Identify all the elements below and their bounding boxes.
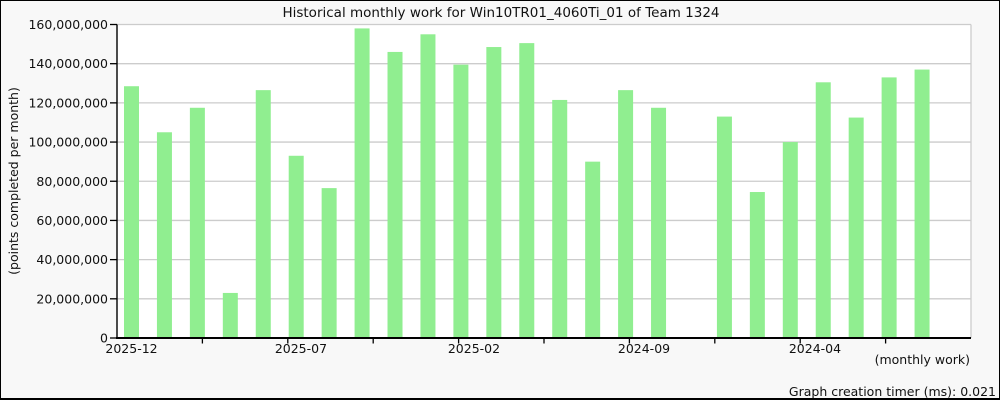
- bar: [749, 192, 765, 338]
- y-tick-label: 80,000,000: [36, 174, 108, 189]
- x-axis-title: (monthly work): [875, 352, 970, 367]
- y-tick-label: 100,000,000: [28, 135, 108, 150]
- y-tick-label: 140,000,000: [28, 56, 108, 71]
- bar: [815, 82, 831, 338]
- bar: [453, 64, 469, 339]
- bar: [420, 34, 436, 338]
- bar: [552, 99, 568, 338]
- plot-generated-content: 0 20,000,000 40,000,000 60,000,000 80,000,00…: [28, 17, 972, 356]
- bar: [156, 132, 172, 338]
- bar: [222, 292, 238, 338]
- bar: [914, 69, 930, 339]
- bar: [387, 51, 403, 339]
- bar: [618, 90, 634, 338]
- bar: [651, 107, 667, 338]
- bar: [782, 142, 798, 338]
- x-tick-label: 2024-04: [789, 341, 841, 356]
- y-tick-label: 20,000,000: [36, 291, 108, 306]
- x-tick-label: 2024-09: [618, 341, 670, 356]
- bar: [321, 188, 337, 338]
- bar: [716, 116, 732, 338]
- y-tick-label: 60,000,000: [36, 213, 108, 228]
- bar: [189, 107, 205, 338]
- bar: [288, 155, 304, 338]
- y-tick-label: 40,000,000: [36, 252, 108, 267]
- y-tick-label: 160,000,000: [28, 17, 108, 32]
- y-axis-title: (points completed per month): [6, 87, 21, 275]
- bar: [585, 161, 601, 338]
- bar: [255, 90, 271, 338]
- bar: [486, 47, 502, 339]
- x-tick-label: 2025-12: [105, 341, 157, 356]
- bar: [124, 86, 139, 339]
- graph-timer-text: Graph creation timer (ms): 0.021: [789, 384, 996, 399]
- bar: [848, 117, 864, 338]
- y-tick-label: 0: [100, 331, 108, 346]
- chart-title: Historical monthly work for Win10TR01_40…: [282, 5, 719, 21]
- bar: [519, 43, 535, 338]
- bar: [354, 28, 370, 338]
- x-tick-label: 2025-07: [275, 341, 327, 356]
- bar: [881, 77, 897, 338]
- x-tick-label: 2025-02: [448, 341, 500, 356]
- y-tick-label: 120,000,000: [28, 95, 108, 110]
